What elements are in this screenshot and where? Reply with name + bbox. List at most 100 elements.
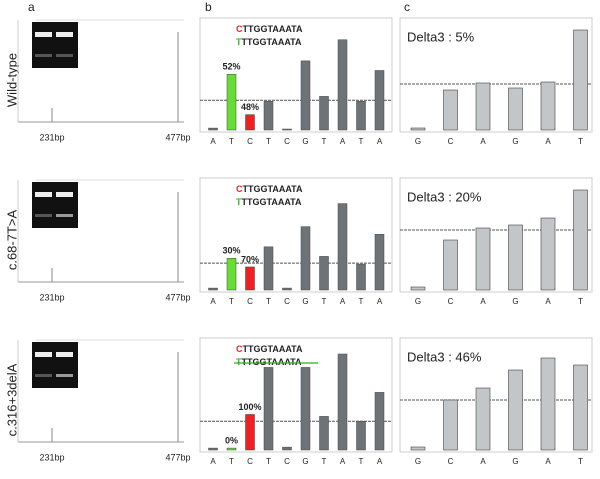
bar bbox=[475, 387, 491, 451]
x-tick-label: G bbox=[512, 457, 518, 466]
bar bbox=[540, 81, 556, 131]
x-tick-label: T bbox=[229, 137, 234, 146]
row-label: c.316+3delA bbox=[4, 363, 19, 436]
x-tick-label: A bbox=[545, 137, 551, 146]
gel-band bbox=[35, 214, 52, 217]
bar bbox=[337, 353, 348, 451]
sequence: CTTGGTAAATA bbox=[236, 184, 303, 194]
x-tick-label: G bbox=[302, 457, 308, 466]
x-tick-label: A bbox=[480, 297, 486, 306]
bar bbox=[573, 364, 588, 451]
bar bbox=[356, 263, 366, 291]
bar bbox=[374, 70, 385, 131]
bar bbox=[443, 89, 458, 131]
percent-label: 30% bbox=[222, 246, 240, 256]
bar bbox=[300, 367, 311, 451]
percent-label: 52% bbox=[222, 62, 240, 72]
x-tick-label: C bbox=[284, 297, 290, 306]
bar bbox=[282, 128, 292, 131]
x-tick-label: T bbox=[266, 297, 271, 306]
gel-band bbox=[56, 54, 73, 57]
percent-label: 0% bbox=[225, 435, 238, 445]
x-tick-label: A bbox=[210, 137, 216, 146]
x-tick-label: C bbox=[247, 457, 253, 466]
gel-band bbox=[35, 192, 52, 197]
gel-image bbox=[32, 22, 78, 68]
x-tick-label: A bbox=[377, 297, 383, 306]
x-tick-label: G bbox=[415, 457, 421, 466]
bar bbox=[374, 234, 385, 291]
bar bbox=[319, 96, 329, 131]
x-tick-label: A bbox=[377, 457, 383, 466]
bar bbox=[475, 82, 491, 131]
bar bbox=[319, 416, 329, 451]
bar bbox=[226, 258, 237, 291]
x-tick-label: A bbox=[480, 137, 486, 146]
sequence: TTTGGTAAATA bbox=[236, 197, 302, 207]
bar bbox=[356, 100, 366, 131]
x-tick-label: G bbox=[512, 297, 518, 306]
gel-image bbox=[32, 182, 78, 228]
x-tick-label: T bbox=[359, 457, 364, 466]
gel-band bbox=[35, 54, 52, 57]
size-label: 477bp bbox=[165, 132, 190, 142]
bar bbox=[337, 203, 348, 291]
x-tick-label: G bbox=[302, 297, 308, 306]
x-tick-label: T bbox=[578, 137, 583, 146]
bar bbox=[300, 226, 311, 291]
x-tick-label: A bbox=[480, 457, 486, 466]
bar bbox=[208, 127, 218, 131]
x-tick-label: C bbox=[448, 137, 454, 146]
size-label: 477bp bbox=[165, 292, 190, 302]
chart-title: Delta3 : 5% bbox=[407, 29, 475, 44]
size-label: 477bp bbox=[165, 452, 190, 462]
bar bbox=[226, 74, 237, 131]
bar bbox=[263, 100, 274, 131]
panel-label: b bbox=[205, 0, 212, 14]
x-tick-label: C bbox=[448, 457, 454, 466]
panel-frame bbox=[199, 177, 393, 293]
bar bbox=[245, 266, 255, 291]
x-tick-label: T bbox=[322, 137, 327, 146]
bar bbox=[226, 447, 237, 451]
bar bbox=[263, 246, 274, 291]
size-label: 231bp bbox=[39, 292, 64, 302]
bar bbox=[410, 286, 426, 291]
bar bbox=[443, 239, 458, 291]
row-label: c.68-7T>A bbox=[4, 210, 19, 271]
x-tick-label: C bbox=[247, 297, 253, 306]
sequence: CTTGGTAAATA bbox=[236, 344, 303, 354]
bar bbox=[540, 357, 556, 451]
bar bbox=[443, 399, 458, 451]
bar bbox=[245, 414, 255, 451]
x-tick-label: T bbox=[322, 457, 327, 466]
size-label: 231bp bbox=[39, 452, 64, 462]
sequence: TTTGGTAAATA bbox=[236, 37, 302, 47]
x-tick-label: G bbox=[302, 137, 308, 146]
percent-label: 100% bbox=[238, 402, 261, 412]
bar bbox=[573, 29, 588, 131]
panel-frame bbox=[199, 337, 393, 453]
x-tick-label: T bbox=[229, 297, 234, 306]
chart-title: Delta3 : 46% bbox=[407, 349, 482, 364]
gel-band bbox=[56, 192, 73, 197]
x-tick-label: A bbox=[377, 137, 383, 146]
x-tick-label: A bbox=[340, 137, 346, 146]
x-tick-label: C bbox=[284, 457, 290, 466]
sequence: CTTGGTAAATA bbox=[236, 24, 303, 34]
bar bbox=[282, 446, 292, 451]
bar bbox=[475, 227, 491, 291]
percent-label: 48% bbox=[241, 102, 259, 112]
x-tick-label: T bbox=[229, 457, 234, 466]
bar bbox=[337, 39, 348, 131]
gel-band bbox=[35, 352, 52, 357]
x-tick-label: A bbox=[545, 297, 551, 306]
bar bbox=[374, 392, 385, 451]
x-tick-label: G bbox=[512, 137, 518, 146]
gel-band bbox=[56, 374, 73, 377]
bar bbox=[263, 367, 274, 451]
gel-band bbox=[56, 214, 73, 217]
bar bbox=[508, 369, 523, 451]
bar bbox=[208, 447, 218, 451]
